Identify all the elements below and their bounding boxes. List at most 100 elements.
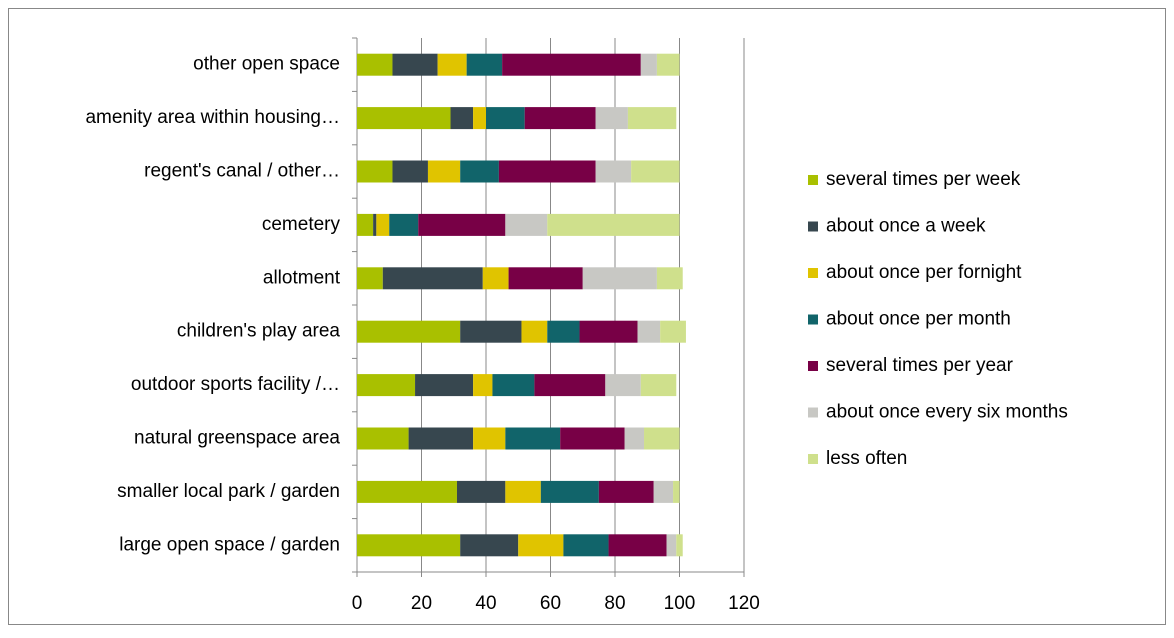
y-tick-label: allotment [263,267,341,288]
bar-segment [605,374,641,397]
bar-segment [521,320,548,343]
bar-segment [357,320,461,343]
bar-segment [408,427,474,450]
bar-segment [563,534,609,557]
legend-swatch [808,454,818,464]
bar-segment [357,374,416,397]
bar-segment [486,107,525,130]
y-tick-label: natural greenspace area [134,428,340,449]
y-tick-label: smaller local park / garden [117,481,340,502]
y-tick-label: amenity area within housing… [85,107,340,128]
bar-segment [450,107,474,130]
legend-swatch [808,407,818,418]
bar-segment [547,213,680,236]
bar-segment [560,427,625,450]
bar-segment [392,53,438,76]
y-tick-label: cemetery [262,214,341,235]
bar-segment [357,480,457,503]
bar-segment [579,320,638,343]
legend-label: about once per fornight [826,262,1022,283]
legend-swatch [808,361,818,371]
bar-segment [656,53,680,76]
bar-segment [624,427,645,450]
bar-segment [627,107,677,130]
y-tick-label: outdoor sports facility /… [131,374,340,395]
x-tick-label: 80 [604,593,625,614]
bar-segment [608,534,667,557]
bar-segment [389,213,419,236]
y-tick-label: regent's canal / other… [144,161,340,182]
y-tick-label: large open space / garden [119,534,340,555]
bar-segment [357,53,393,76]
bar-segment [437,53,467,76]
bar-segment [598,480,654,503]
legend-label: about once per month [826,309,1011,330]
bar-segment [456,480,506,503]
bar-segment [418,213,506,236]
legend-swatch [808,314,818,325]
bar-segment [460,160,499,183]
legend-label: several times per week [826,169,1021,190]
bar-segment [653,480,674,503]
bar-segment [466,53,503,76]
bar-segment [415,374,474,397]
bar-segment [427,160,461,183]
bar-segment [357,427,409,450]
bar-segment [534,374,606,397]
legend-label: less often [826,448,907,469]
bar-segment [640,53,657,76]
legend-label: about once a week [826,216,986,237]
bar-segment [498,160,596,183]
bar-segment [482,267,509,290]
bar-segment [473,374,493,397]
bar-segment [373,213,377,236]
bar-segment [492,374,535,397]
bar-segment [505,480,541,503]
legend-swatch [808,175,818,185]
x-tick-label: 100 [664,593,696,614]
bar-segment [508,267,583,290]
bar-segment [505,213,548,236]
legend-label: several times per year [826,355,1014,376]
bar-segment [540,480,599,503]
bar-segment [505,427,561,450]
bar-segment [518,534,564,557]
x-tick-label: 120 [728,593,760,614]
bar-segment [595,107,628,130]
bar-segment [473,427,506,450]
bar-segment [524,107,596,130]
bar-segment [595,160,632,183]
bar-segment [582,267,657,290]
bar-segment [357,267,383,290]
bar-segment [666,534,677,557]
x-tick-label: 40 [475,593,496,614]
bar-segment [392,160,428,183]
bar-segment [673,480,680,503]
bar-segment [357,213,374,236]
bar-segment [382,267,483,290]
bar-segment [660,320,686,343]
legend-swatch [808,221,818,232]
bar-segment [460,320,522,343]
bar-segment [502,53,641,76]
x-tick-label: 20 [411,593,432,614]
bar-segment [656,267,683,290]
y-tick-label: other open space [193,54,340,75]
bar-segment [473,107,486,130]
bar-segment [637,320,661,343]
bar-segment [357,160,393,183]
bar-segment [357,534,461,557]
bar-segment [631,160,680,183]
bar-segment [547,320,580,343]
x-tick-label: 0 [352,593,363,614]
bar-segment [357,107,451,130]
bar-segment [460,534,519,557]
legend-swatch [808,268,818,278]
bar-segment [644,427,680,450]
legend-label: about once every six months [826,402,1068,423]
x-tick-label: 60 [540,593,561,614]
y-tick-label: children's play area [177,321,341,342]
bar-segment [676,534,683,557]
bar-segment [376,213,390,236]
